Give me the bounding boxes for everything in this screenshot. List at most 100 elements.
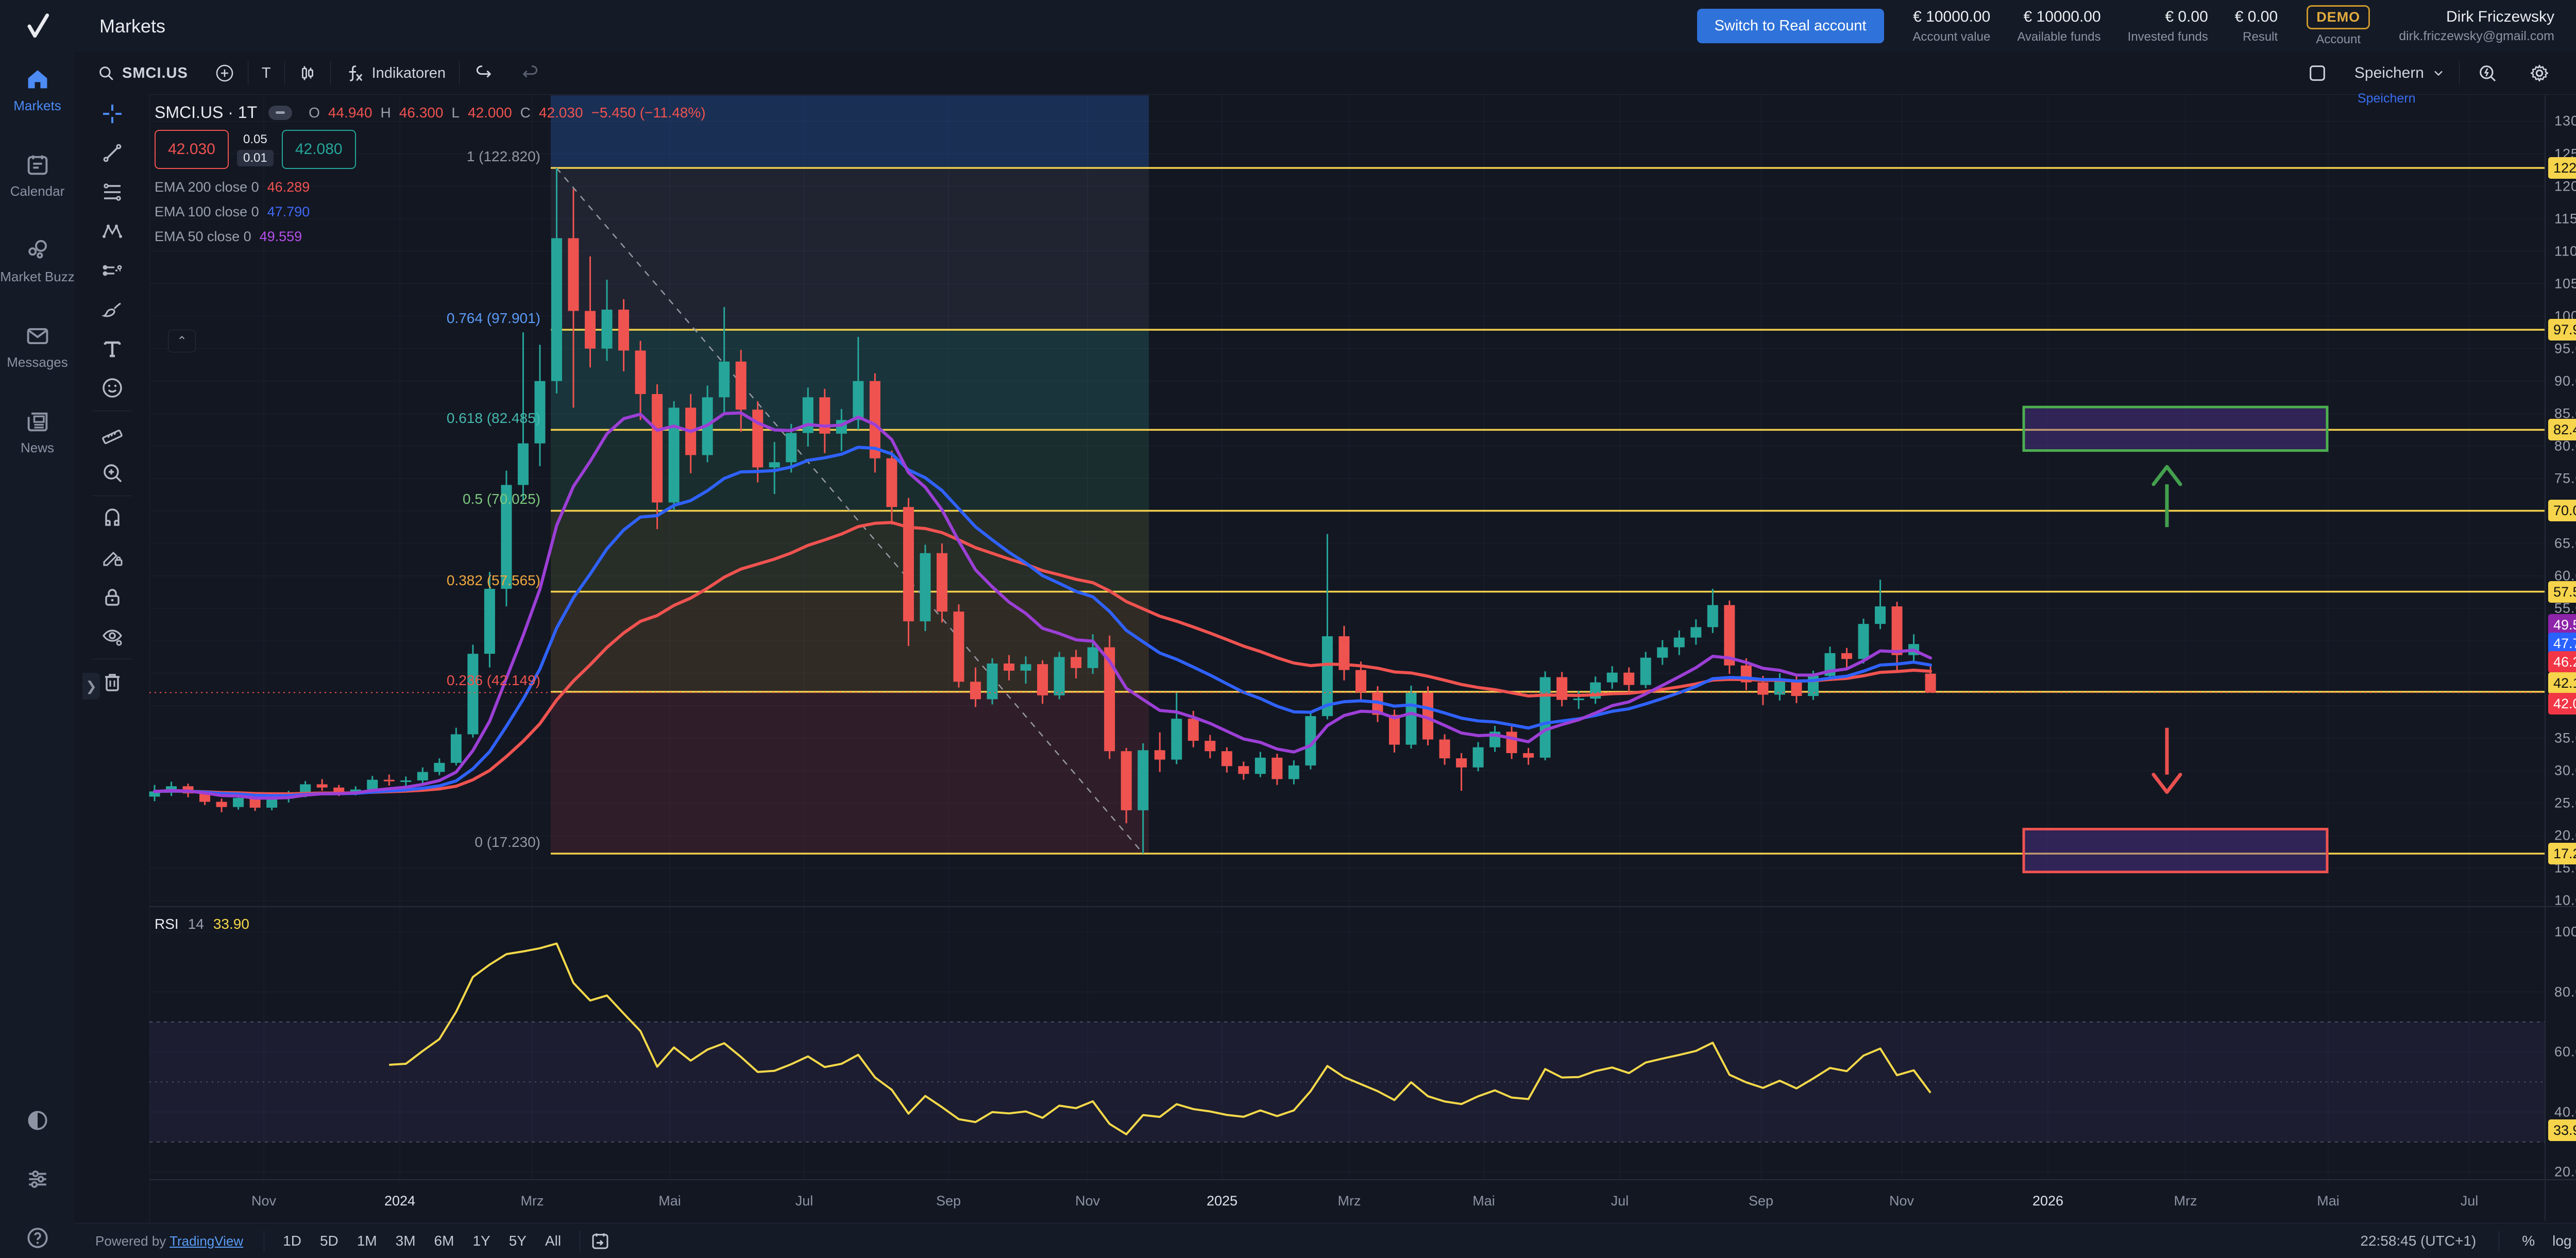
- candle[interactable]: [869, 381, 880, 458]
- candle[interactable]: [1104, 647, 1115, 752]
- candle[interactable]: [970, 682, 981, 700]
- candle[interactable]: [1606, 672, 1618, 683]
- candle[interactable]: [668, 407, 680, 503]
- rsi-line[interactable]: [389, 942, 1931, 1135]
- candle[interactable]: [1891, 606, 1903, 655]
- candle[interactable]: [1138, 750, 1149, 810]
- candle[interactable]: [568, 238, 579, 311]
- candle[interactable]: [266, 798, 278, 808]
- panel-expand-handle[interactable]: ❯: [82, 673, 100, 700]
- candle[interactable]: [601, 310, 613, 349]
- candle[interactable]: [1640, 657, 1651, 685]
- app-logo[interactable]: [0, 0, 75, 52]
- symbol-search-button[interactable]: SMCI.US: [84, 64, 201, 82]
- go-to-date-button[interactable]: [589, 1230, 611, 1252]
- legend-collapse-button[interactable]: ⌃: [168, 330, 196, 352]
- candle[interactable]: [903, 507, 914, 622]
- candle[interactable]: [1422, 692, 1434, 740]
- candle[interactable]: [786, 433, 797, 463]
- timeframe-5d[interactable]: 5D: [319, 1233, 338, 1249]
- candle[interactable]: [802, 397, 814, 433]
- buy-button[interactable]: 42.080: [281, 130, 356, 169]
- candle[interactable]: [769, 462, 780, 468]
- candle[interactable]: [987, 664, 998, 700]
- candle[interactable]: [484, 589, 495, 654]
- price-chart-canvas[interactable]: [75, 94, 2576, 1223]
- candle[interactable]: [199, 793, 211, 802]
- candle[interactable]: [1841, 653, 1853, 659]
- candle[interactable]: [1054, 657, 1065, 695]
- preferences-icon[interactable]: [0, 1166, 75, 1192]
- candle[interactable]: [517, 443, 529, 485]
- candle[interactable]: [534, 381, 546, 444]
- magnet-tool[interactable]: [93, 499, 132, 538]
- candle[interactable]: [1205, 741, 1216, 752]
- candle[interactable]: [1456, 758, 1467, 768]
- interval-button[interactable]: T: [248, 65, 284, 82]
- symbol-title[interactable]: SMCI.US · 1T: [155, 103, 258, 122]
- candle[interactable]: [1539, 677, 1551, 758]
- sidebar-item-markets[interactable]: Markets: [0, 66, 75, 113]
- switch-to-real-account-button[interactable]: Switch to Real account: [1697, 9, 1884, 43]
- ema-50-line[interactable]: [153, 411, 1933, 800]
- chart-settings-button[interactable]: [2515, 62, 2564, 84]
- target-zone-box[interactable]: [2022, 405, 2329, 452]
- candle[interactable]: [585, 311, 596, 349]
- xabcd-pattern-tool[interactable]: [93, 212, 132, 251]
- candle[interactable]: [467, 654, 479, 735]
- candle[interactable]: [1238, 766, 1249, 774]
- candle[interactable]: [1288, 765, 1299, 779]
- candle[interactable]: [1690, 627, 1702, 638]
- candle[interactable]: [434, 762, 445, 772]
- candle[interactable]: [166, 786, 177, 792]
- forecast-tool[interactable]: [93, 251, 132, 290]
- candle[interactable]: [501, 485, 512, 589]
- candle[interactable]: [1623, 672, 1635, 685]
- candle[interactable]: [1791, 679, 1802, 696]
- ema-100-line[interactable]: [153, 446, 1933, 797]
- tradingview-link[interactable]: TradingView: [170, 1233, 244, 1249]
- ema-legend-row[interactable]: EMA 50 close 0 49.559: [155, 229, 302, 245]
- ruler-tool[interactable]: [93, 414, 132, 453]
- risk-zone-box[interactable]: [2022, 827, 2329, 874]
- candle[interactable]: [886, 458, 897, 507]
- text-tool[interactable]: [93, 329, 132, 368]
- zoom-in-tool[interactable]: [93, 453, 132, 492]
- crosshair-tool[interactable]: [93, 94, 132, 133]
- sidebar-item-news[interactable]: News: [0, 408, 75, 455]
- candle[interactable]: [1338, 636, 1350, 670]
- candle[interactable]: [920, 553, 931, 622]
- candle[interactable]: [618, 310, 630, 351]
- candle[interactable]: [1305, 716, 1316, 766]
- timeframe-1m[interactable]: 1M: [357, 1233, 377, 1249]
- layout-select-button[interactable]: [2294, 63, 2341, 83]
- candle[interactable]: [819, 397, 831, 434]
- brush-tool[interactable]: [93, 290, 132, 329]
- candle[interactable]: [1724, 605, 1735, 666]
- candle[interactable]: [216, 802, 227, 807]
- candle[interactable]: [551, 238, 562, 381]
- candle[interactable]: [1272, 757, 1283, 779]
- sidebar-item-messages[interactable]: Messages: [0, 322, 75, 370]
- candle[interactable]: [735, 361, 747, 410]
- candle[interactable]: [1707, 605, 1718, 627]
- candle[interactable]: [1255, 757, 1266, 774]
- candle[interactable]: [333, 787, 345, 793]
- theme-toggle-icon[interactable]: [0, 1108, 75, 1133]
- candle[interactable]: [316, 784, 328, 788]
- candle[interactable]: [1388, 715, 1400, 745]
- compare-add-button[interactable]: [201, 63, 248, 83]
- candle[interactable]: [1355, 670, 1366, 692]
- timeframe-5y[interactable]: 5Y: [509, 1233, 527, 1249]
- candle[interactable]: [719, 361, 730, 398]
- candle[interactable]: [350, 789, 361, 793]
- timeframe-6m[interactable]: 6M: [434, 1233, 454, 1249]
- trend-line-tool[interactable]: [93, 133, 132, 173]
- candle[interactable]: [1020, 664, 1031, 671]
- candle[interactable]: [1087, 647, 1098, 668]
- candle[interactable]: [635, 350, 646, 394]
- help-icon[interactable]: [0, 1225, 75, 1251]
- candle[interactable]: [417, 772, 428, 780]
- candle[interactable]: [1506, 732, 1517, 753]
- candle[interactable]: [1188, 719, 1199, 741]
